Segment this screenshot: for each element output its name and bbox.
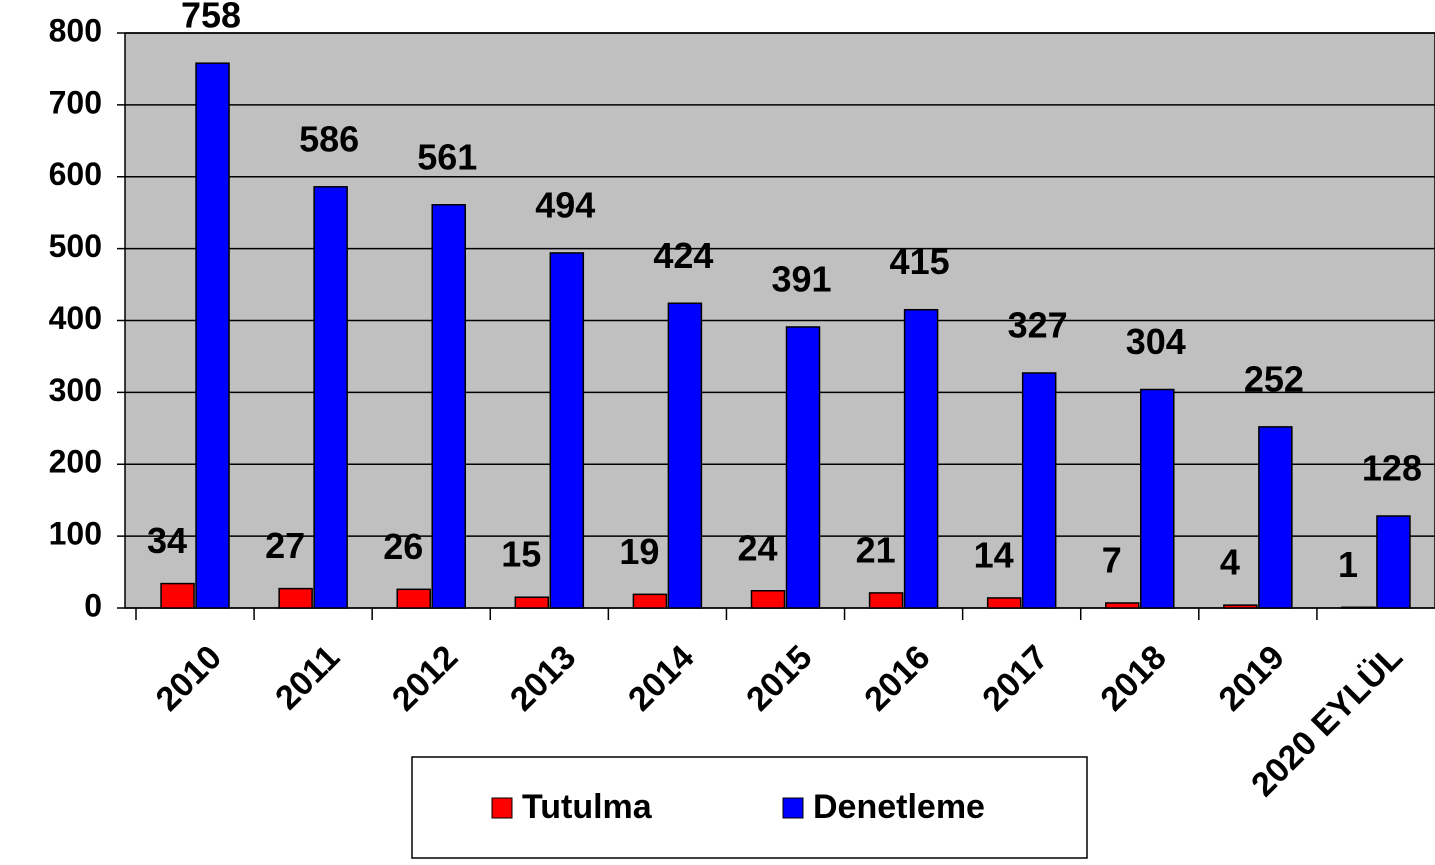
data-label: 21 — [856, 529, 896, 570]
data-label: 327 — [1008, 304, 1068, 345]
bar — [667, 302, 703, 609]
bar — [903, 308, 939, 609]
y-tick-label: 500 — [49, 228, 102, 264]
bar — [986, 597, 1022, 609]
data-label: 19 — [619, 531, 659, 572]
x-tick-label: 2018 — [1093, 638, 1173, 718]
bar — [1341, 606, 1376, 609]
bar — [1021, 372, 1057, 609]
x-tick-label: 2015 — [739, 638, 819, 718]
bar — [632, 593, 668, 609]
data-label: 304 — [1126, 321, 1186, 362]
bar — [1258, 426, 1293, 609]
legend-swatch — [782, 797, 804, 819]
bar — [313, 186, 348, 609]
bar — [514, 596, 550, 609]
data-label: 4 — [1220, 542, 1240, 583]
data-label: 758 — [181, 0, 241, 36]
data-label: 26 — [383, 526, 423, 567]
x-tick-label: 2013 — [503, 638, 583, 718]
y-tick-label: 100 — [49, 516, 102, 552]
data-label: 424 — [653, 235, 713, 276]
data-label: 14 — [974, 534, 1014, 575]
x-tick-label: 2014 — [621, 638, 701, 718]
bar — [1140, 388, 1175, 609]
bar — [160, 582, 195, 609]
data-label: 1 — [1338, 544, 1358, 585]
data-label: 15 — [501, 534, 541, 575]
bar — [396, 588, 431, 609]
data-label: 34 — [147, 520, 187, 561]
y-tick-label: 600 — [49, 156, 102, 192]
data-label: 24 — [737, 527, 777, 568]
x-tick-label: 2012 — [385, 638, 465, 718]
data-label: 128 — [1362, 448, 1422, 489]
y-tick-label: 200 — [49, 444, 102, 480]
legend-label: Tutulma — [522, 788, 653, 826]
x-tick-label: 2019 — [1212, 638, 1292, 718]
y-tick-label: 0 — [84, 587, 102, 623]
bar — [1376, 515, 1411, 609]
data-label: 7 — [1102, 539, 1122, 580]
data-label: 252 — [1244, 358, 1304, 399]
bar — [431, 204, 466, 609]
y-tick-label: 300 — [49, 372, 102, 408]
bar — [1105, 602, 1140, 609]
y-tick-label: 700 — [49, 84, 102, 120]
legend-label: Denetleme — [813, 788, 985, 826]
bar — [868, 592, 904, 609]
data-label: 27 — [265, 525, 305, 566]
x-tick-label: 2010 — [149, 638, 229, 718]
data-label: 561 — [417, 136, 477, 177]
x-tick-label: 2011 — [268, 638, 347, 717]
legend — [411, 756, 1088, 859]
legend-swatch — [491, 797, 513, 819]
x-tick-label: 2017 — [975, 638, 1055, 718]
bar — [195, 62, 230, 609]
y-tick-label: 800 — [49, 12, 102, 48]
data-label: 391 — [771, 258, 831, 299]
y-tick-label: 400 — [49, 300, 102, 336]
bar — [750, 590, 786, 609]
bar — [278, 587, 313, 609]
data-label: 415 — [890, 241, 950, 282]
data-label: 494 — [535, 184, 595, 225]
x-tick-label: 2016 — [857, 638, 937, 718]
bar — [549, 252, 585, 609]
data-label: 586 — [299, 118, 359, 159]
bar — [1223, 604, 1258, 609]
bar — [785, 326, 821, 609]
